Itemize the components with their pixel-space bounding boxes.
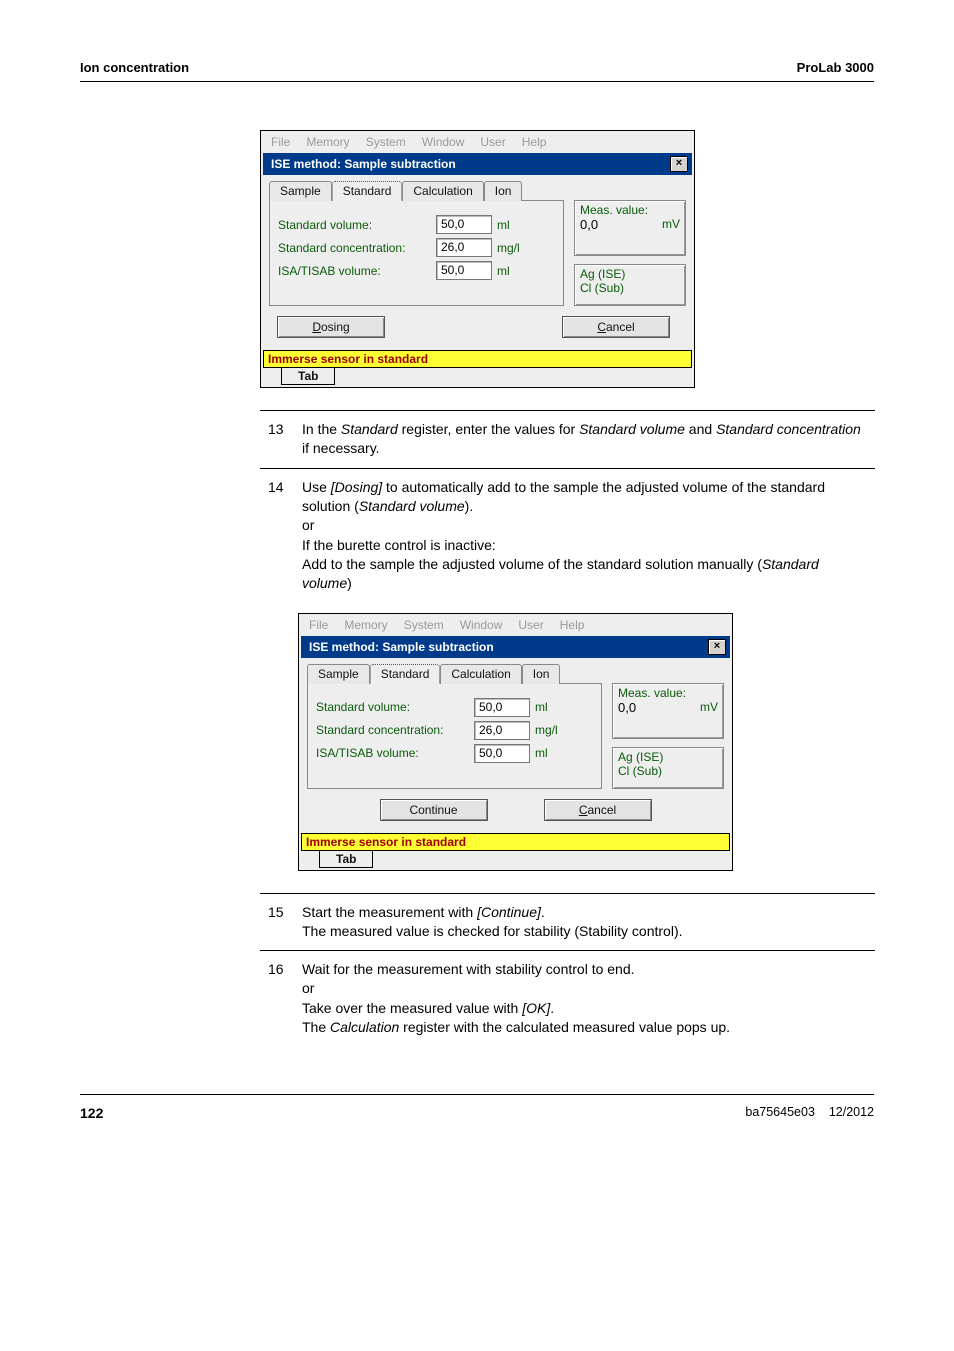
std-conc-input[interactable]: 26,0	[436, 238, 492, 257]
sensor-line2: Cl (Sub)	[580, 281, 680, 295]
tab-standard[interactable]: Standard	[332, 181, 403, 201]
std-conc-label: Standard concentration:	[316, 723, 474, 737]
step-text: Start the measurement with [Continue].Th…	[294, 893, 875, 951]
menu-user: User	[518, 618, 543, 632]
header-rule	[80, 81, 874, 82]
isa-unit: ml	[535, 746, 548, 760]
menu-system: System	[404, 618, 444, 632]
title-text: ISE method: Sample subtraction	[309, 640, 494, 654]
meas-value-box: Meas. value: 0,0 mV	[612, 683, 724, 739]
menu-help: Help	[560, 618, 585, 632]
tabs: Sample Standard Calculation Ion	[269, 181, 686, 201]
steps-table-2: 15 Start the measurement with [Continue]…	[260, 893, 875, 1047]
menu-user: User	[480, 135, 505, 149]
tab-standard[interactable]: Standard	[370, 664, 441, 684]
std-volume-input[interactable]: 50,0	[474, 698, 530, 717]
meas-value: 0,0	[618, 700, 636, 715]
steps-table-1: 13 In the Standard register, enter the v…	[260, 410, 875, 603]
table-row: 15 Start the measurement with [Continue]…	[260, 893, 875, 951]
meas-unit: mV	[700, 700, 718, 715]
sensor-line2: Cl (Sub)	[618, 764, 718, 778]
isa-label: ISA/TISAB volume:	[278, 264, 436, 278]
page-number: 122	[80, 1105, 103, 1121]
dialog-2: File Memory System Window User Help ISE …	[298, 613, 733, 871]
step-text: Wait for the measurement with stability …	[294, 951, 875, 1047]
tab-ion[interactable]: Ion	[484, 181, 523, 201]
sensor-line1: Ag (ISE)	[580, 267, 680, 281]
dosing-button[interactable]: Dosing	[277, 316, 385, 338]
step-text: Use [Dosing] to automatically add to the…	[294, 468, 875, 602]
close-icon[interactable]: ×	[708, 639, 726, 655]
table-row: 13 In the Standard register, enter the v…	[260, 411, 875, 469]
std-conc-label: Standard concentration:	[278, 241, 436, 255]
step-num: 13	[260, 411, 294, 469]
tab-chip: Tab	[281, 368, 335, 385]
menu-window: Window	[422, 135, 465, 149]
sensor-line1: Ag (ISE)	[618, 750, 718, 764]
std-volume-unit: ml	[535, 700, 548, 714]
sensor-box: Ag (ISE) Cl (Sub)	[574, 264, 686, 306]
standard-panel: Standard volume: 50,0 ml Standard concen…	[307, 683, 602, 789]
standard-panel: Standard volume: 50,0 ml Standard concen…	[269, 200, 564, 306]
meas-label: Meas. value:	[580, 203, 680, 217]
std-volume-label: Standard volume:	[278, 218, 436, 232]
step-num: 16	[260, 951, 294, 1047]
sensor-box: Ag (ISE) Cl (Sub)	[612, 747, 724, 789]
cancel-button[interactable]: Cancel	[562, 316, 670, 338]
dialog-1: File Memory System Window User Help ISE …	[260, 130, 695, 388]
tab-footer: Tab	[263, 368, 692, 385]
title-bar: ISE method: Sample subtraction ×	[263, 153, 692, 175]
isa-unit: ml	[497, 264, 510, 278]
menu-memory: Memory	[306, 135, 349, 149]
menu-help: Help	[522, 135, 547, 149]
isa-input[interactable]: 50,0	[474, 744, 530, 763]
step-text: In the Standard register, enter the valu…	[294, 411, 875, 469]
isa-input[interactable]: 50,0	[436, 261, 492, 280]
menu-window: Window	[460, 618, 503, 632]
cancel-button[interactable]: Cancel	[544, 799, 652, 821]
status-strip: Immerse sensor in standard	[301, 833, 730, 851]
std-conc-unit: mg/l	[497, 241, 520, 255]
header-left: Ion concentration	[80, 60, 189, 75]
std-volume-unit: ml	[497, 218, 510, 232]
menu-file: File	[309, 618, 328, 632]
tab-calculation[interactable]: Calculation	[440, 664, 521, 684]
meas-value-box: Meas. value: 0,0 mV	[574, 200, 686, 256]
menubar: File Memory System Window User Help	[261, 131, 694, 153]
footer-meta: ba75645e03 12/2012	[745, 1105, 874, 1121]
continue-button[interactable]: Continue	[380, 799, 488, 821]
title-bar: ISE method: Sample subtraction ×	[301, 636, 730, 658]
tab-chip: Tab	[319, 851, 373, 868]
tab-sample[interactable]: Sample	[307, 664, 370, 684]
menu-system: System	[366, 135, 406, 149]
step-num: 14	[260, 468, 294, 602]
table-row: 16 Wait for the measurement with stabili…	[260, 951, 875, 1047]
isa-label: ISA/TISAB volume:	[316, 746, 474, 760]
status-strip: Immerse sensor in standard	[263, 350, 692, 368]
menubar: File Memory System Window User Help	[299, 614, 732, 636]
tab-sample[interactable]: Sample	[269, 181, 332, 201]
meas-label: Meas. value:	[618, 686, 718, 700]
menu-file: File	[271, 135, 290, 149]
tabs: Sample Standard Calculation Ion	[307, 664, 724, 684]
close-icon[interactable]: ×	[670, 156, 688, 172]
menu-memory: Memory	[344, 618, 387, 632]
table-row: 14 Use [Dosing] to automatically add to …	[260, 468, 875, 602]
std-volume-label: Standard volume:	[316, 700, 474, 714]
header-right: ProLab 3000	[797, 60, 874, 75]
tab-footer: Tab	[301, 851, 730, 868]
std-conc-unit: mg/l	[535, 723, 558, 737]
tab-ion[interactable]: Ion	[522, 664, 561, 684]
std-conc-input[interactable]: 26,0	[474, 721, 530, 740]
meas-value: 0,0	[580, 217, 598, 232]
tab-calculation[interactable]: Calculation	[402, 181, 483, 201]
title-text: ISE method: Sample subtraction	[271, 157, 456, 171]
std-volume-input[interactable]: 50,0	[436, 215, 492, 234]
meas-unit: mV	[662, 217, 680, 232]
step-num: 15	[260, 893, 294, 951]
